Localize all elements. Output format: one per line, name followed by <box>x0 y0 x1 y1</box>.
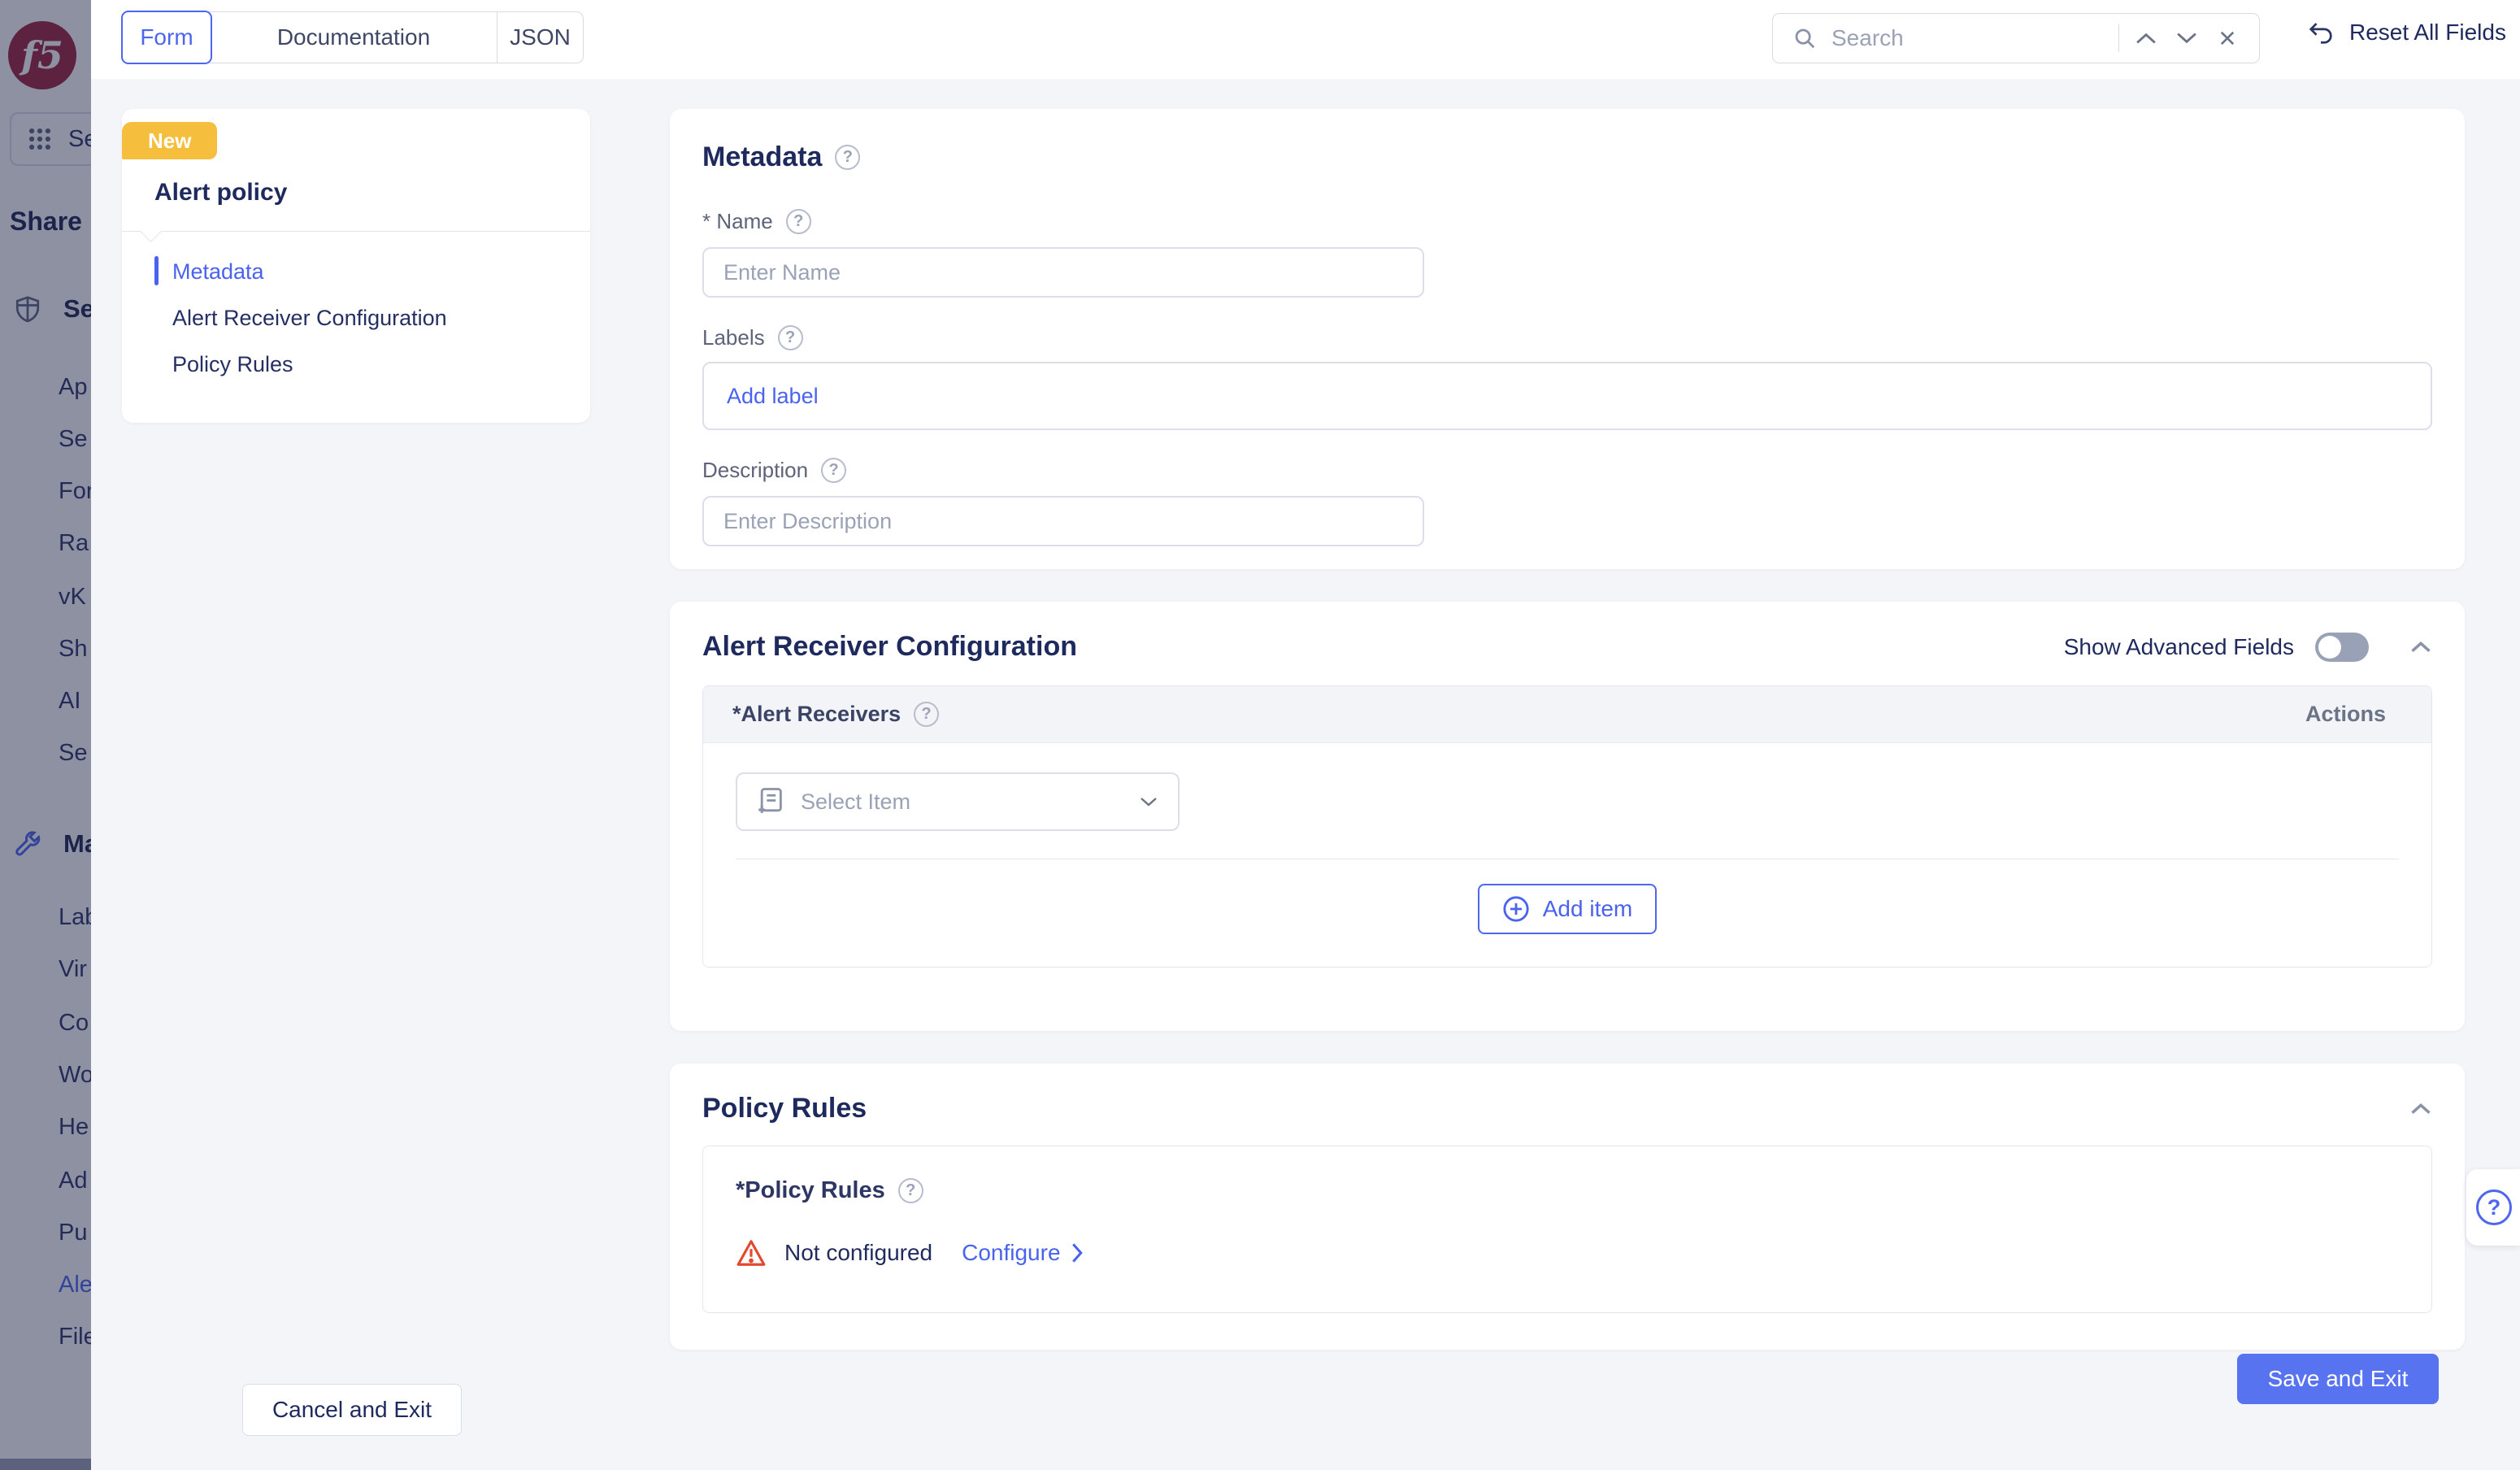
help-circle-icon[interactable]: ? <box>777 325 803 350</box>
chevron-up-icon[interactable] <box>2409 1102 2432 1116</box>
labels-label: Labels <box>702 325 765 350</box>
form-nav-divider <box>122 220 590 242</box>
search-clear-icon[interactable] <box>2214 24 2241 52</box>
alert-receivers-table-body: Select Item Add item <box>703 743 2431 967</box>
add-label-link[interactable]: Add label <box>727 383 819 408</box>
policy-rules-status-text: Not configured <box>784 1240 933 1265</box>
sidebar: f5 Se Share Se Ap Se For Ra vK Sh AI Se … <box>0 0 91 1470</box>
policy-rules-title: Policy Rules <box>702 1093 867 1124</box>
advanced-fields-toggle[interactable] <box>2315 632 2369 662</box>
search-next-icon[interactable] <box>2173 24 2201 52</box>
alert-receivers-header-label: *Alert Receivers <box>732 702 902 726</box>
chevron-down-icon <box>1139 795 1158 808</box>
form-title: Alert policy <box>154 179 288 206</box>
reset-all-fields-button[interactable]: Reset All Fields <box>2307 20 2506 46</box>
view-tabs: Form Documentation JSON <box>121 11 584 64</box>
notch-caret <box>140 220 162 242</box>
search-prev-icon[interactable] <box>2132 24 2160 52</box>
configure-link[interactable]: Configure <box>962 1240 1083 1266</box>
form-nav-item-policy-rules[interactable]: Policy Rules <box>172 352 293 376</box>
help-circle-icon[interactable]: ? <box>897 1178 923 1203</box>
name-input[interactable] <box>702 247 1424 298</box>
form-nav-card: New Alert policy Metadata Alert Receiver… <box>122 109 590 423</box>
policy-rules-status-row: Not configured Configure <box>736 1238 2399 1268</box>
help-circle-icon[interactable]: ? <box>821 458 847 483</box>
topbar: Form Documentation JSON Reset All Fields <box>91 0 2520 79</box>
name-label: * Name <box>702 209 773 233</box>
add-item-label: Add item <box>1542 896 1633 921</box>
help-panel-tab[interactable]: ? <box>2466 1169 2520 1246</box>
alert-receiver-select-placeholder: Select Item <box>801 789 911 814</box>
configure-label: Configure <box>962 1240 1061 1265</box>
name-label-row: * Name ? <box>702 209 2432 234</box>
labels-label-row: Labels ? <box>702 325 2432 350</box>
help-question-icon: ? <box>2476 1189 2512 1225</box>
form-nav-item-alert-receiver[interactable]: Alert Receiver Configuration <box>172 306 447 330</box>
labels-field: Add label <box>702 362 2432 430</box>
alert-receiver-title: Alert Receiver Configuration <box>702 631 1077 662</box>
form-nav-item-metadata[interactable]: Metadata <box>154 249 566 295</box>
tab-documentation[interactable]: Documentation <box>276 24 431 50</box>
add-item-button[interactable]: Add item <box>1477 884 1658 934</box>
advanced-fields-label: Show Advanced Fields <box>2063 633 2294 659</box>
metadata-title: Metadata <box>702 141 823 172</box>
description-label-row: Description ? <box>702 458 2432 483</box>
alert-receivers-table-header: *Alert Receivers ? Actions <box>703 686 2431 743</box>
plus-circle-icon <box>1502 895 1530 923</box>
description-label: Description <box>702 458 809 482</box>
alert-receivers-header-cell: *Alert Receivers ? <box>732 702 940 727</box>
policy-rules-field: *Policy Rules ? Not configured Configure <box>702 1146 2432 1313</box>
add-item-row: Add item <box>736 884 2399 934</box>
advanced-fields-control: Show Advanced Fields <box>2063 632 2369 662</box>
list-add-icon <box>757 786 784 817</box>
policy-rules-field-label-row: *Policy Rules ? <box>736 1177 2399 1204</box>
alert-receiver-select[interactable]: Select Item <box>736 772 1180 831</box>
reset-all-fields-label: Reset All Fields <box>2349 20 2506 45</box>
form-nav-list: Metadata Alert Receiver Configuration Po… <box>154 249 566 388</box>
chevron-right-icon <box>1071 1242 1084 1263</box>
alert-receiver-header: Alert Receiver Configuration Show Advanc… <box>702 631 2432 663</box>
form-page: New Alert policy Metadata Alert Receiver… <box>91 79 2520 1470</box>
search-icon <box>1791 24 1818 52</box>
alert-receiver-section: Alert Receiver Configuration Show Advanc… <box>670 602 2465 1031</box>
policy-rules-field-label: *Policy Rules <box>736 1177 885 1203</box>
save-and-exit-button[interactable]: Save and Exit <box>2237 1354 2439 1404</box>
search-box <box>1772 13 2260 63</box>
toggle-knob <box>2318 635 2341 659</box>
policy-rules-section: Policy Rules *Policy Rules ? Not configu… <box>670 1063 2465 1350</box>
help-circle-icon[interactable]: ? <box>914 702 940 727</box>
cancel-and-exit-button[interactable]: Cancel and Exit <box>242 1384 462 1436</box>
new-badge: New <box>122 122 218 159</box>
warning-triangle-icon <box>736 1238 767 1268</box>
modal-scrim <box>0 0 91 1470</box>
chevron-up-icon[interactable] <box>2409 640 2432 655</box>
search-divider <box>2118 24 2119 52</box>
actions-header-cell: Actions <box>2305 702 2386 726</box>
search-input[interactable] <box>1831 25 2105 51</box>
help-circle-icon[interactable]: ? <box>785 209 811 234</box>
tab-form[interactable]: Form <box>121 11 212 64</box>
metadata-section: Metadata ? * Name ? Labels ? Add label D… <box>670 109 2465 569</box>
undo-icon <box>2307 20 2335 45</box>
help-circle-icon[interactable]: ? <box>835 145 861 170</box>
description-input[interactable] <box>702 496 1424 546</box>
policy-rules-header: Policy Rules <box>702 1093 2432 1124</box>
tab-json[interactable]: JSON <box>497 12 583 63</box>
alert-receivers-table: *Alert Receivers ? Actions Select Item <box>702 685 2432 968</box>
metadata-title-row: Metadata ? <box>702 141 2432 173</box>
